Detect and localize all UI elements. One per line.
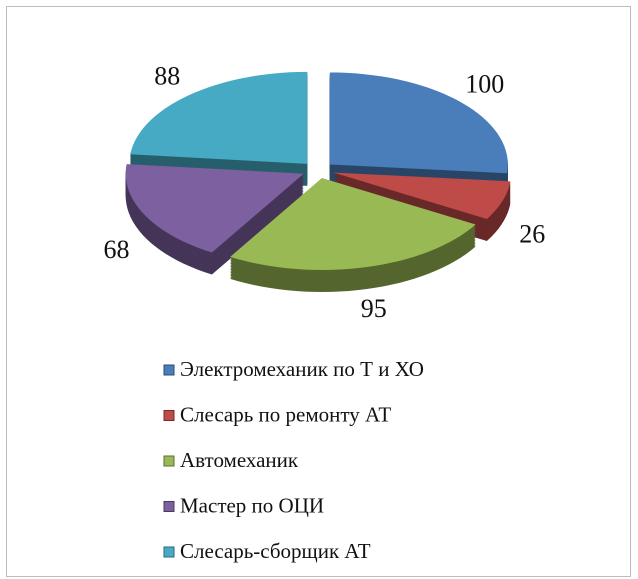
legend-label: Автомеханик [180, 448, 299, 472]
pie-slice [125, 164, 304, 275]
value-label: 100 [465, 69, 504, 98]
value-label: 95 [361, 294, 387, 323]
slice-top [130, 71, 308, 164]
legend-swatch [163, 501, 175, 512]
value-label: 88 [154, 62, 180, 91]
legend-swatch [163, 364, 175, 376]
legend-swatch [163, 546, 175, 558]
value-label: 26 [519, 219, 545, 248]
pie-slice [230, 178, 476, 293]
legend-label: Слесарь-сборщик АТ [180, 539, 371, 563]
legend-swatch [163, 455, 175, 467]
legend-label: Слесарь по ремонту АТ [180, 402, 391, 426]
value-label: 68 [104, 235, 130, 264]
legend-swatch [163, 410, 175, 421]
legend-label: Электромеханик по Т и ХО [180, 357, 424, 381]
slice-top [329, 72, 508, 174]
pie-slice [329, 72, 508, 196]
slice-top [333, 172, 511, 219]
slice-top [230, 178, 476, 271]
slice-top [125, 164, 304, 253]
legend-label: Мастер по ОЦИ [180, 493, 324, 517]
pie-slice [130, 71, 308, 186]
